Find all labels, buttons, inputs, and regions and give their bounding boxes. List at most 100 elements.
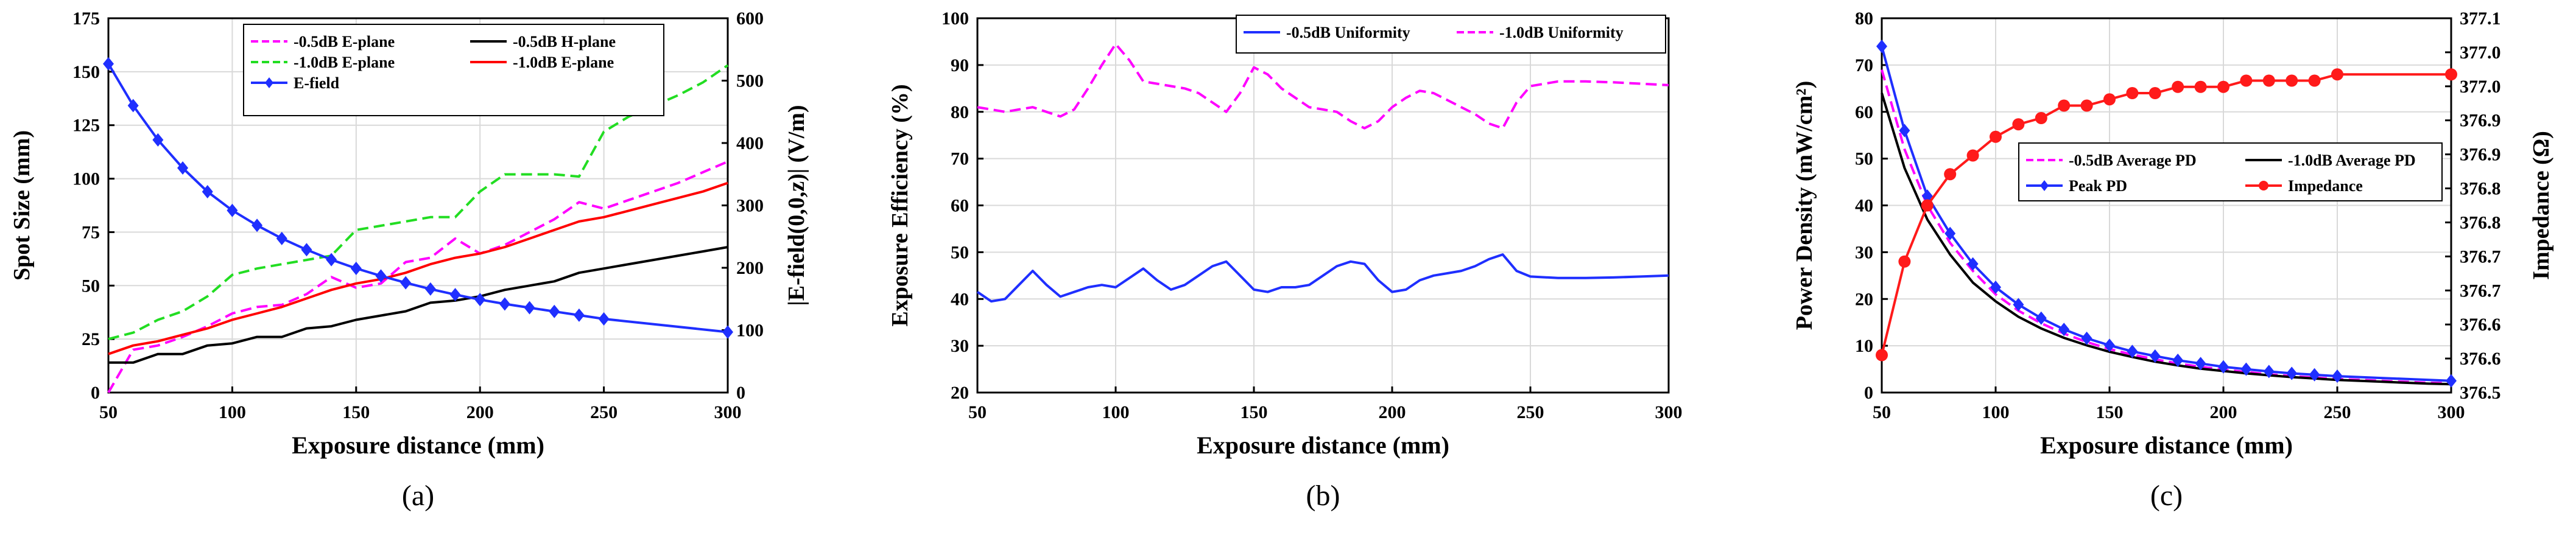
panel-label: (c)	[2150, 480, 2183, 512]
y-right-tick-label: 500	[736, 71, 764, 91]
data-point-5	[326, 253, 337, 267]
panel-label: (b)	[1306, 480, 1340, 512]
data-point-5	[573, 308, 585, 322]
y-right-tick-label: 376.6	[2460, 315, 2501, 335]
data-point-4	[2240, 74, 2253, 87]
y-tick-label: 70	[951, 149, 969, 169]
x-axis-title: Exposure distance (mm)	[2040, 431, 2293, 459]
chart-panel-1: 50 100 150 200 250 30002550751001251501750100…	[9, 9, 809, 512]
legend-marker	[265, 77, 273, 88]
y-right-tick-label: 600	[736, 9, 764, 29]
y-tick-label: 20	[951, 383, 969, 403]
data-point-5	[524, 301, 535, 315]
y-tick-label: 40	[951, 289, 969, 309]
data-point-3	[2332, 369, 2343, 383]
legend: -0.5dB E-plane -0.5dB H-plane -1.0dB E-pla…	[243, 24, 664, 116]
data-point-5	[301, 243, 312, 257]
x-tick-label: 150	[1240, 402, 1268, 422]
y-tick-label: 25	[82, 329, 100, 349]
data-point-4	[2308, 74, 2321, 87]
y-tick-label: 20	[1855, 289, 1873, 309]
x-tick-label: 250	[590, 402, 618, 422]
data-point-5	[449, 288, 461, 302]
data-point-5	[177, 161, 189, 175]
legend-label: Impedance	[2288, 177, 2363, 195]
data-point-4	[2126, 87, 2139, 99]
y-tick-label: 10	[1855, 336, 1873, 356]
data-point-4	[1921, 199, 1934, 212]
data-point-3	[1944, 226, 1956, 240]
y-right-tick-label: 377.0	[2460, 43, 2501, 63]
data-point-4	[2331, 68, 2343, 81]
y-right-tick-label: 0	[736, 383, 745, 403]
data-point-3	[2218, 360, 2229, 374]
data-point-5	[722, 325, 733, 339]
data-point-4	[2080, 99, 2093, 112]
data-point-3	[2127, 344, 2138, 358]
y-tick-label: 40	[1855, 196, 1873, 216]
data-point-3	[1990, 281, 2001, 295]
data-point-3	[2104, 338, 2115, 352]
y-right-tick-label: 300	[736, 196, 764, 216]
legend-label: -0.5dB H-plane	[513, 33, 616, 51]
data-point-4	[2172, 80, 2184, 93]
data-point-3	[2058, 323, 2070, 337]
data-point-4	[1876, 349, 1888, 362]
x-tick-label: 200	[466, 402, 494, 422]
x-axis-title: Exposure distance (mm)	[1197, 431, 1449, 459]
y-tick-label: 100	[941, 9, 969, 29]
data-point-5	[103, 57, 114, 71]
legend-marker	[2259, 181, 2268, 190]
legend-marker	[2040, 180, 2049, 191]
data-point-3	[2035, 311, 2047, 325]
legend: -0.5dB Uniformity -1.0dB Uniformity	[1236, 15, 1666, 54]
x-tick-label: 300	[2438, 402, 2465, 422]
data-point-5	[424, 282, 436, 296]
y-right-tick-label: 376.7	[2460, 281, 2501, 301]
chart-panel-2: 50 100 150 200 250 300 20 30 40 50 60 70 80 90 100 Expo…	[887, 9, 1683, 512]
data-point-4	[2035, 112, 2047, 124]
legend-box	[2018, 142, 2443, 201]
data-point-4	[2194, 80, 2207, 93]
data-point-5	[598, 312, 610, 326]
y-right-tick-label: 376.6	[2460, 349, 2501, 369]
data-point-4	[2148, 87, 2161, 99]
y-right-tick-label: 376.9	[2460, 111, 2501, 131]
y-tick-label: 60	[1855, 102, 1873, 122]
y-right-tick-label: 377.1	[2460, 9, 2501, 29]
data-point-4	[2286, 74, 2298, 87]
y-tick-label: 125	[72, 116, 100, 136]
legend-label: -1.0dB Average PD	[2288, 152, 2416, 169]
data-point-5	[252, 218, 263, 232]
legend-label: -1.0dB E-plane	[513, 54, 614, 71]
data-point-3	[2446, 374, 2457, 388]
data-point-3	[2081, 331, 2092, 345]
legend-label: -0.5dB E-plane	[294, 33, 395, 51]
data-point-4	[2058, 99, 2071, 112]
y-axis-title: Power Density (mW/cm²)	[1792, 81, 1817, 330]
data-point-3	[2149, 349, 2161, 363]
series-line-2	[1881, 93, 2452, 386]
data-point-4	[1966, 149, 1979, 162]
y-right-tick-label: 376.5	[2460, 383, 2501, 403]
y-tick-label: 50	[951, 242, 969, 262]
series-line-1	[976, 253, 1669, 303]
series-line-3	[1881, 46, 2452, 382]
data-point-4	[2217, 80, 2229, 93]
y-right-tick-label: 376.7	[2460, 246, 2501, 267]
data-point-3	[2309, 368, 2320, 382]
x-tick-label: 150	[342, 402, 370, 422]
y-tick-label: 50	[82, 276, 100, 296]
x-tick-label: 100	[1102, 402, 1130, 422]
legend-label: E-field	[294, 74, 340, 92]
y-right-tick-label: 200	[736, 258, 764, 278]
y-tick-label: 30	[1855, 242, 1873, 262]
data-point-5	[127, 99, 139, 113]
y-right-tick-label: 376.8	[2460, 212, 2501, 232]
y-right-tick-label: 376.9	[2460, 145, 2501, 165]
chart-panel-3: 50 100 150 200 250 300 0 10 20 30 40 50 60 70 80 376.5 3…	[1792, 9, 2554, 512]
data-point-3	[2240, 362, 2252, 376]
series-line-1	[107, 160, 728, 394]
